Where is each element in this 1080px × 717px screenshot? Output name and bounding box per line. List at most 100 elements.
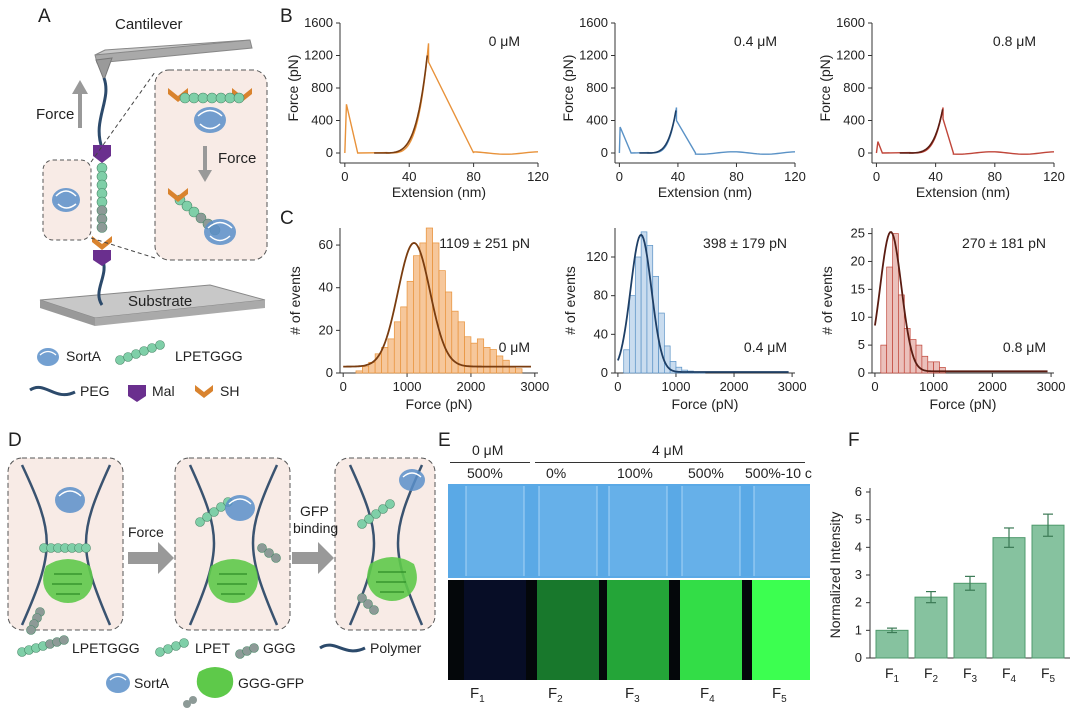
legend-polymer-icon <box>319 643 366 653</box>
e-lane-label-2: 0% <box>546 465 567 481</box>
concentration-label: 0 μM <box>489 33 520 49</box>
force-extension-plot: 0 400 800 1200 1600 0 40 80 120 Force (pN) Extensi… <box>817 15 1065 200</box>
y-tick-label: 20 <box>851 253 865 268</box>
bead <box>131 349 141 359</box>
wlc-fit-curve <box>374 55 429 154</box>
y-tick-label: 40 <box>594 326 608 341</box>
bead <box>188 206 200 218</box>
x-tick-label: 2000 <box>456 379 485 394</box>
legend-peg-icon <box>29 385 76 397</box>
bead <box>385 499 395 509</box>
e-conc-0: 0 μM <box>472 442 504 458</box>
panel-e-images <box>448 484 810 680</box>
histogram-bar <box>445 291 453 374</box>
bead <box>181 200 193 212</box>
force-trace <box>344 43 539 155</box>
polymer-strand <box>20 464 48 626</box>
y-axis-label: Force (pN) <box>560 55 576 122</box>
bright-field-lane <box>754 486 810 576</box>
histogram-bar <box>483 347 491 374</box>
force-label-left: Force <box>36 106 75 123</box>
bead <box>163 644 173 654</box>
bead <box>371 509 381 519</box>
bead <box>363 599 373 609</box>
force-trace <box>875 107 1055 155</box>
panel-label-e: E <box>438 430 451 451</box>
x-tick-label: 2000 <box>978 379 1007 394</box>
histogram-bar <box>634 256 642 374</box>
bead <box>257 543 267 553</box>
intensity-bar <box>914 596 948 659</box>
concentration-label: 0.4 μM <box>734 33 777 49</box>
sorta-protein-inset-top <box>194 107 226 133</box>
fit-annotation: 1109 ± 251 pN <box>439 235 530 251</box>
y-axis-label: # of events <box>287 266 303 335</box>
panel-label-c: C <box>280 208 294 229</box>
y-tick-label: 1600 <box>579 15 608 30</box>
e-fraction-2: F2 <box>548 685 563 705</box>
force-extension-plot: 0 400 800 1200 1600 0 40 80 120 Force (pN) Extensi… <box>560 15 806 200</box>
bead <box>59 635 69 645</box>
y-axis-label: Force (pN) <box>817 55 833 122</box>
y-tick-label: 1200 <box>304 48 333 63</box>
histogram-bar <box>489 349 497 374</box>
y-tick-label: 400 <box>843 113 865 128</box>
legend-peg-label: PEG <box>80 383 110 399</box>
cantilever-label: Cantilever <box>115 16 183 33</box>
force-extension-plot: 0 400 800 1200 1600 0 40 80 120 Force (pN) Extensi… <box>285 15 549 200</box>
bead <box>209 507 219 517</box>
bright-field-lane <box>466 486 524 576</box>
e-conc-4: 4 μM <box>652 442 684 458</box>
histogram-bar <box>362 366 370 374</box>
panel-label-a: A <box>38 6 51 27</box>
y-tick-label: 20 <box>319 322 333 337</box>
bead <box>195 212 207 224</box>
bead <box>271 553 281 563</box>
category-label: F5 <box>1041 665 1056 685</box>
bead <box>369 605 379 615</box>
bead <box>357 593 367 603</box>
force-histogram: 0 20 40 60 0 1000 2000 3000 # of events Force (pN… <box>287 227 549 412</box>
bead <box>364 514 374 524</box>
x-tick-label: 80 <box>988 169 1002 184</box>
panel-label-d: D <box>8 430 22 451</box>
bead <box>155 340 165 350</box>
bead <box>171 641 181 651</box>
force-histogram: 0 40 80 120 0 1000 2000 3000 # of events Force (p… <box>562 228 807 412</box>
x-tick-label: 40 <box>928 169 942 184</box>
bead <box>357 519 367 529</box>
fluorescence-lane <box>537 580 599 680</box>
panel-f-chart: 0 1 2 3 4 5 6 Normalized Intensity F1 F2 F3 F4 F5 <box>827 484 1070 685</box>
legend-sorta-icon <box>37 348 59 366</box>
gaussian-fit-curve <box>617 233 789 373</box>
x-axis-label: Force (pN) <box>406 396 473 412</box>
x-tick-label: 0 <box>873 169 880 184</box>
intensity-bar <box>875 629 909 659</box>
y-tick-label: 5 <box>858 337 865 352</box>
bright-field-lane <box>539 486 597 576</box>
legend-sorta-label: SortA <box>66 348 102 364</box>
y-tick-label: 1200 <box>579 48 608 63</box>
bead <box>206 92 218 104</box>
substrate-front <box>95 300 265 326</box>
panel-label-f: F <box>848 430 860 451</box>
x-tick-label: 0 <box>614 379 621 394</box>
force-histogram: 0 5 10 15 20 25 0 1000 2000 3000 # of events Force … <box>819 226 1066 412</box>
x-axis-label: Force (pN) <box>930 396 997 412</box>
d-binding-label: binding <box>293 520 339 536</box>
bead <box>233 92 245 104</box>
d-gfp-2 <box>208 559 258 603</box>
e-lane-label-4: 500% <box>688 465 724 481</box>
legend-d-ggg-label: GGG <box>263 640 296 656</box>
bead <box>179 92 191 104</box>
bead <box>378 504 388 514</box>
x-tick-label: 40 <box>671 169 685 184</box>
polymer-strand <box>84 464 112 626</box>
intensity-bar <box>1031 524 1065 659</box>
histogram-bar <box>387 338 395 374</box>
x-tick-label: 3000 <box>1037 379 1066 394</box>
histogram-bar <box>623 349 630 374</box>
e-fraction-5: F5 <box>772 685 787 705</box>
bead <box>115 355 125 365</box>
